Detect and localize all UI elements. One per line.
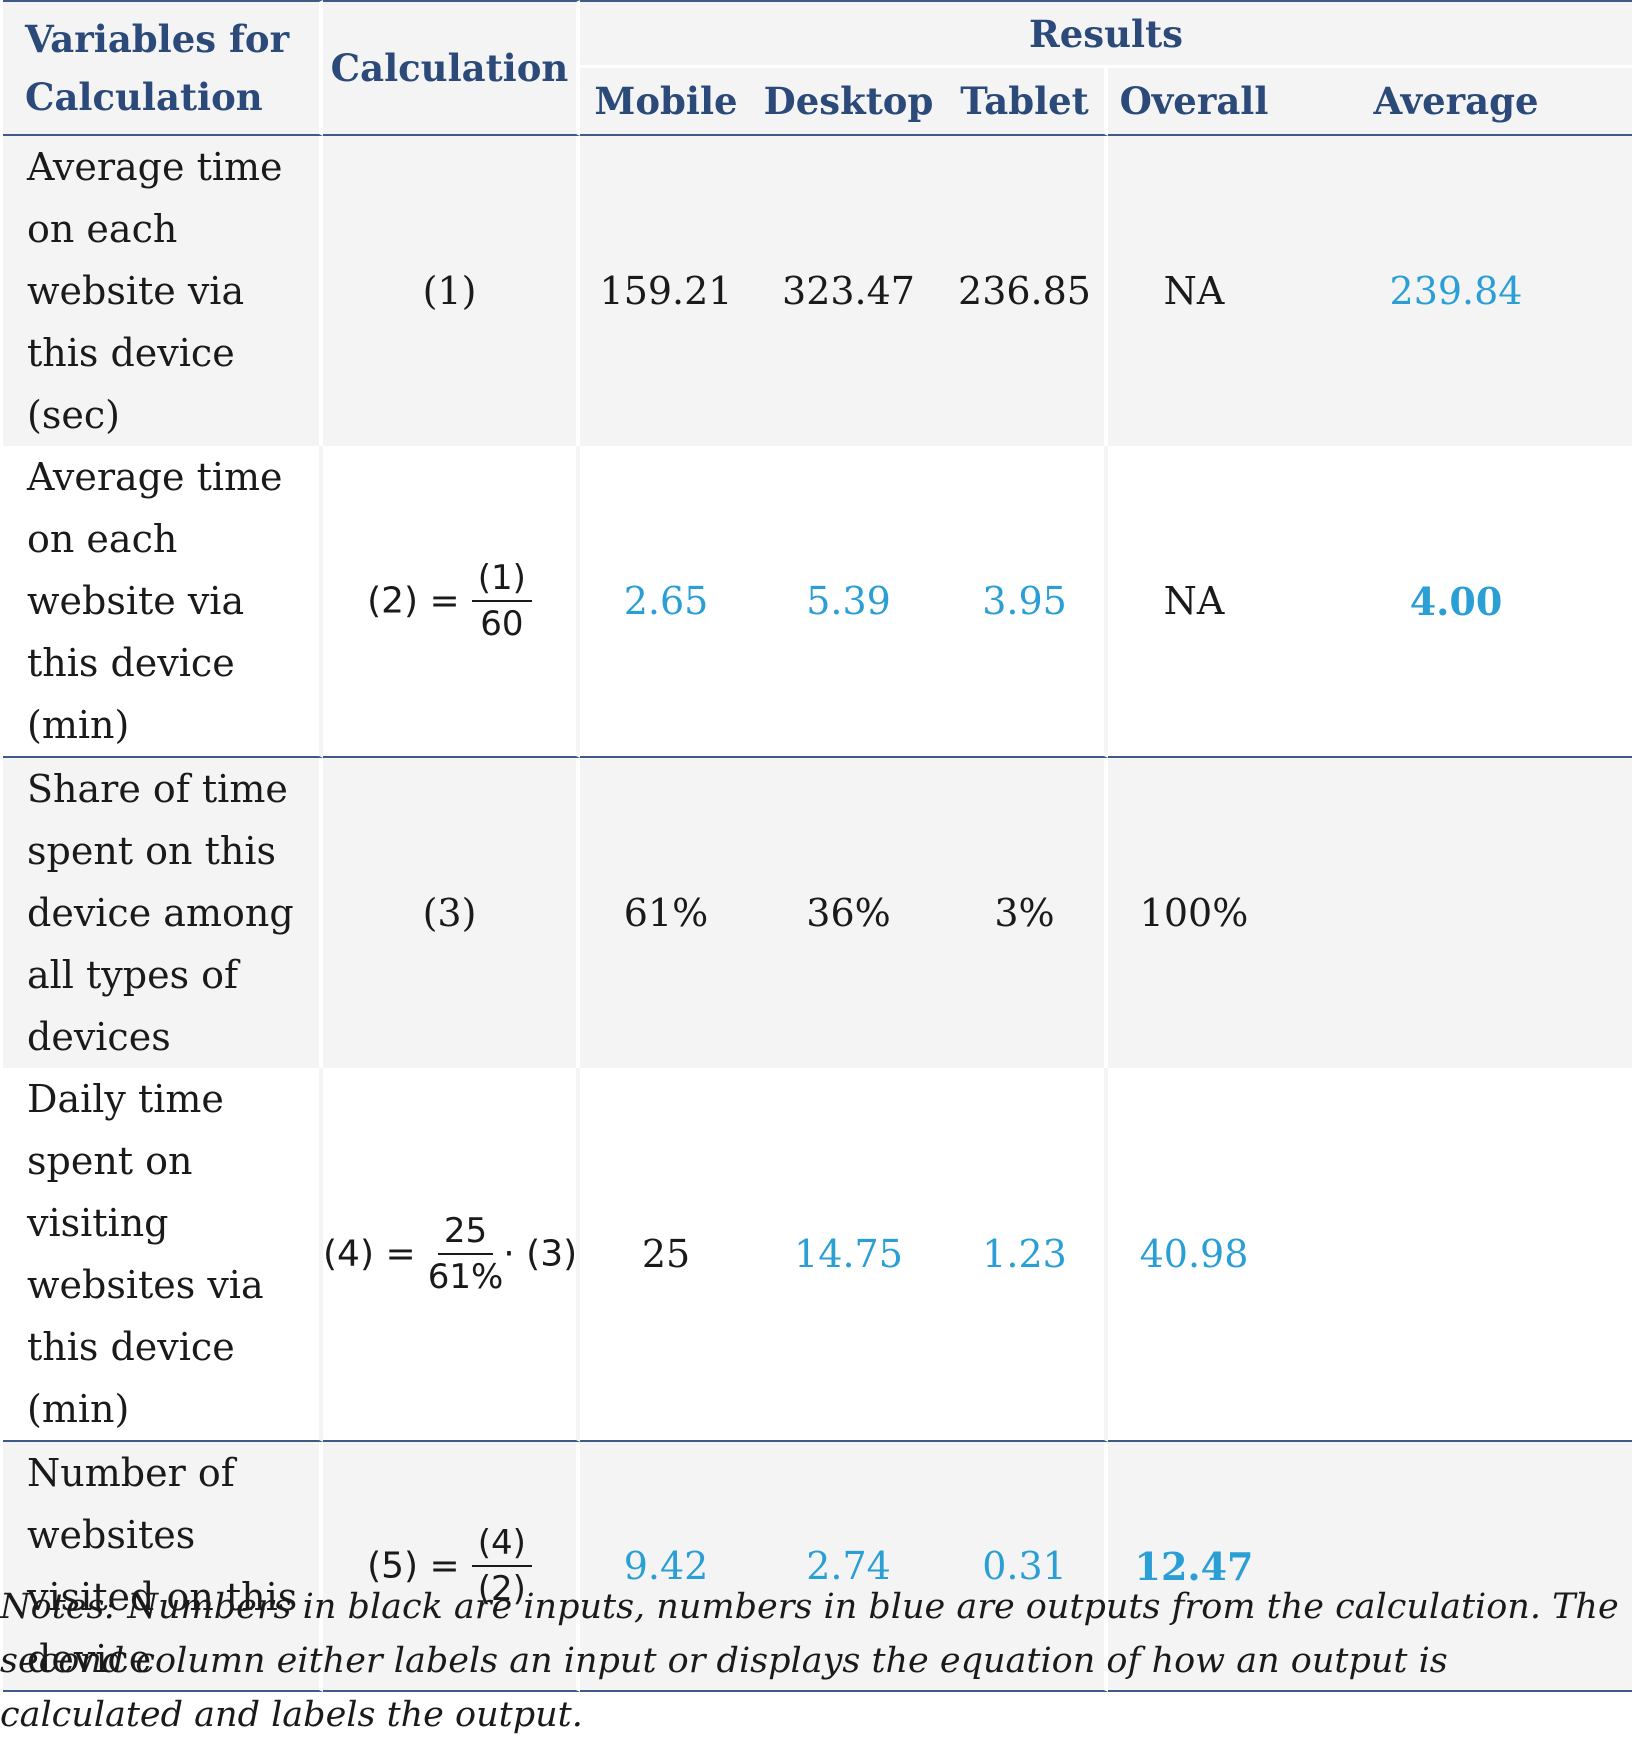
- table-row: Average time on each website via this de…: [3, 446, 1633, 758]
- row-variable-label: Daily time spent on visiting websites vi…: [3, 1068, 323, 1442]
- cell-overall: NA: [1108, 446, 1280, 758]
- cell-overall: 100%: [1139, 891, 1249, 935]
- header-average: Average: [1280, 68, 1633, 136]
- header-results: Results: [580, 0, 1633, 68]
- row-variable-label: Number of websites visited on this devic…: [3, 1442, 323, 1692]
- fraction-numerator: 25: [437, 1209, 494, 1255]
- cell-desktop: 36%: [806, 891, 891, 935]
- cell-tablet: 3.95: [945, 446, 1108, 758]
- cell-desktop: 323.47: [782, 269, 915, 313]
- cell-average: [1280, 758, 1632, 1068]
- calc-fraction: (1) 60: [471, 556, 532, 646]
- cell-desktop: 14.75: [752, 1068, 945, 1442]
- header-overall: Overall: [1108, 68, 1280, 136]
- table-notes: Notes: Numbers in black are inputs, numb…: [0, 1587, 1619, 1735]
- header-desktop: Desktop: [752, 68, 945, 136]
- cell-average: 239.84: [1389, 269, 1523, 313]
- calc-lhs: (5) =: [367, 1545, 460, 1587]
- calc-label: (3): [422, 891, 477, 935]
- cell-mobile: 2.65: [580, 446, 752, 758]
- table-row: Number of websites visited on this devic…: [3, 1442, 1633, 1692]
- cell-mobile: 25: [580, 1068, 752, 1442]
- cell-desktop: 2.74: [752, 1442, 945, 1692]
- calc-lhs: (4) =: [323, 1233, 416, 1275]
- header-tablet: Tablet: [945, 68, 1108, 136]
- calc-rhs: · (3): [503, 1233, 578, 1275]
- cell-average: [1280, 1442, 1633, 1692]
- row-calculation: (1): [323, 136, 580, 446]
- cell-overall: 12.47: [1108, 1442, 1280, 1692]
- cell-tablet: 3%: [945, 758, 1108, 1068]
- row-variable-label: Average time on each website via this de…: [3, 136, 323, 446]
- cell-mobile: 61%: [623, 891, 709, 935]
- calc-fraction: 25 61%: [428, 1209, 504, 1299]
- cell-average: [1280, 1068, 1633, 1442]
- table-row: Share of time spent on this device among…: [3, 758, 1633, 1068]
- fraction-numerator: (4): [471, 1521, 532, 1567]
- table-row: Daily time spent on visiting websites vi…: [3, 1068, 1633, 1442]
- calc-label: (1): [422, 269, 477, 313]
- calc-fraction: (4) (2): [471, 1521, 532, 1611]
- cell-tablet: 0.31: [945, 1442, 1108, 1692]
- calc-lhs: (2) =: [367, 580, 460, 622]
- header-calculation: Calculation: [323, 0, 580, 136]
- cell-mobile: 9.42: [580, 1442, 752, 1692]
- fraction-denominator: (2): [477, 1569, 526, 1609]
- row-calculation: (5) = (4) (2): [323, 1442, 580, 1692]
- header-variables: Variables for Calculation: [3, 0, 323, 136]
- row-calculation: (2) = (1) 60: [323, 446, 580, 758]
- row-calculation: (4) = 25 61% · (3): [323, 1068, 580, 1442]
- header-mobile: Mobile: [580, 68, 752, 136]
- cell-mobile: 159.21: [599, 269, 733, 313]
- fraction-numerator: (1): [471, 556, 532, 602]
- calculation-table: Variables for Calculation Calculation Re…: [3, 0, 1633, 1692]
- cell-tablet: 1.23: [945, 1068, 1108, 1442]
- cell-desktop: 5.39: [752, 446, 945, 758]
- cell-average: 4.00: [1280, 446, 1633, 758]
- row-variable-label: Average time on each website via this de…: [3, 446, 323, 758]
- row-variable-label: Share of time spent on this device among…: [3, 758, 323, 1068]
- fraction-denominator: 61%: [427, 1257, 504, 1297]
- table-row: Average time on each website via this de…: [3, 136, 1633, 446]
- row-calculation: (3): [323, 758, 580, 1068]
- fraction-denominator: 60: [480, 604, 524, 644]
- cell-tablet: 236.85: [945, 136, 1108, 446]
- cell-overall: 40.98: [1108, 1068, 1280, 1442]
- cell-overall: NA: [1163, 269, 1225, 313]
